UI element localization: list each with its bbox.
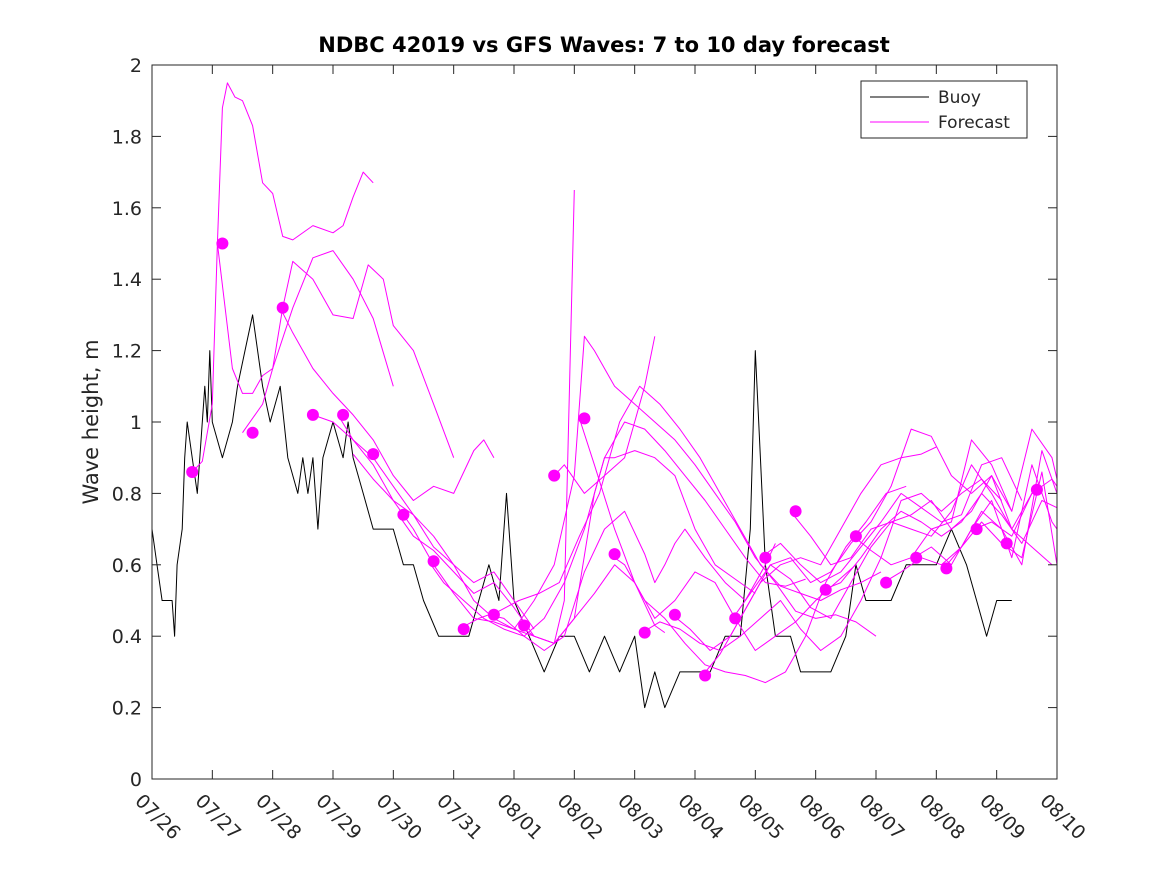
- y-tick-label-5: 1: [130, 412, 142, 434]
- forecast-marker-21: [819, 583, 832, 596]
- forecast-marker-12: [548, 469, 561, 482]
- y-tick-label-8: 1.6: [112, 198, 142, 220]
- y-tick-label-10: 2: [130, 55, 142, 77]
- forecast-marker-26: [970, 523, 983, 536]
- forecast-marker-28: [1030, 483, 1043, 496]
- forecast-marker-9: [457, 623, 470, 636]
- y-tick-label-2: 0.4: [112, 626, 142, 648]
- forecast-marker-17: [699, 669, 712, 682]
- forecast-marker-13: [578, 412, 591, 425]
- forecast-marker-11: [518, 619, 531, 632]
- legend-label-buoy: Buoy: [938, 88, 981, 108]
- forecast-marker-23: [880, 576, 893, 589]
- forecast-series-line-19: [732, 428, 1013, 619]
- forecast-marker-3: [276, 301, 289, 314]
- forecast-series-line-21: [790, 475, 1053, 566]
- y-axis-label: Wave height, m: [79, 339, 103, 504]
- forecast-series-line-20: [760, 457, 1023, 584]
- forecast-series-line-5: [312, 414, 535, 630]
- forecast-marker-19: [759, 551, 772, 564]
- forecast-marker-22: [849, 530, 862, 543]
- y-tick-label-1: 0.2: [112, 698, 142, 720]
- legend-label-forecast: Forecast: [938, 113, 1010, 133]
- forecast-marker-1: [216, 237, 229, 250]
- forecast-marker-20: [789, 505, 802, 518]
- forecast-marker-15: [638, 626, 651, 639]
- forecast-marker-25: [940, 562, 953, 575]
- forecast-series-line-22: [823, 492, 1058, 591]
- forecast-series-line-13: [553, 336, 656, 494]
- series-layer: [151, 82, 1058, 709]
- y-tick-label-7: 1.4: [112, 269, 142, 291]
- forecast-marker-16: [668, 608, 681, 621]
- chart-title: NDBC 42019 vs GFS Waves: 7 to 10 day for…: [318, 33, 889, 57]
- forecast-marker-7: [397, 508, 410, 521]
- forecast-series-line-27: [973, 478, 1058, 537]
- forecast-series-line-4: [279, 307, 495, 501]
- forecast-series-line-11: [488, 510, 776, 651]
- y-tick-label-3: 0.6: [112, 555, 142, 577]
- legend: Buoy Forecast: [860, 80, 1028, 139]
- plot-area: [152, 65, 1057, 779]
- forecast-marker-14: [608, 548, 621, 561]
- forecast-series-line-10: [458, 385, 882, 630]
- forecast-series-line-2: [216, 243, 455, 458]
- forecast-series-line-23: [853, 428, 1058, 566]
- y-tick-label-6: 1.2: [112, 341, 142, 363]
- forecast-marker-2: [246, 426, 259, 439]
- forecast-series-line-12: [518, 564, 666, 644]
- forecast-series-line-7: [352, 335, 877, 637]
- y-axis: 0 0.2 0.4 0.6 0.8 1 1.2 1.4 1.6 1.8 2: [112, 55, 1057, 791]
- forecast-series-line-8: [397, 189, 575, 644]
- forecast-marker-5: [337, 408, 350, 421]
- forecast-marker-18: [729, 612, 742, 625]
- forecast-series-line-3: [242, 250, 394, 433]
- forecast-series-line-25: [913, 464, 1058, 566]
- y-tick-label-4: 0.8: [112, 483, 142, 505]
- forecast-series-line-16: [641, 478, 1003, 651]
- forecast-marker-10: [487, 608, 500, 621]
- buoy-series-line: [151, 314, 1012, 709]
- forecast-marker-0: [186, 466, 199, 478]
- y-tick-label-9: 1.8: [112, 126, 142, 148]
- y-tick-label-0: 0: [130, 769, 142, 791]
- forecast-marker-6: [367, 448, 380, 461]
- legend-box: [860, 80, 1028, 139]
- marker-layer: [186, 237, 1043, 682]
- forecast-series-line-14: [578, 418, 857, 651]
- forecast-marker-8: [427, 555, 440, 568]
- forecast-marker-27: [1000, 537, 1013, 550]
- forecast-marker-4: [306, 408, 319, 421]
- forecast-marker-24: [910, 551, 923, 564]
